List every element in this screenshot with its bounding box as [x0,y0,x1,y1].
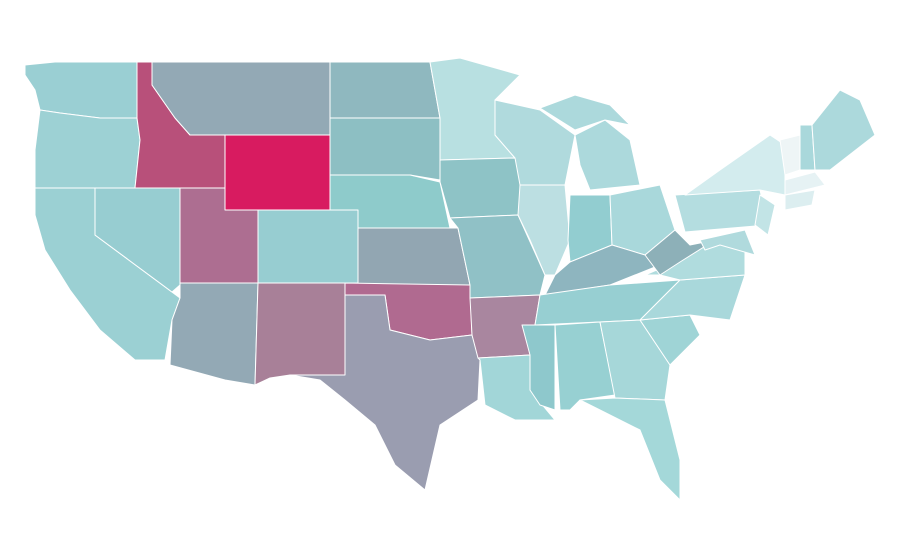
state [517,184,571,276]
state [224,134,331,211]
state [574,119,641,191]
state [579,397,681,501]
state [357,227,471,286]
state [639,274,746,321]
state [784,189,816,211]
state [684,134,786,196]
state [254,282,346,386]
state [811,89,876,171]
state [784,171,826,196]
state [539,94,631,131]
state [674,189,769,233]
state [599,319,671,401]
state [289,294,481,491]
state [24,61,138,119]
state [169,282,259,386]
state [329,61,441,119]
state [34,109,141,189]
state [329,117,441,181]
state [699,229,756,256]
state [257,209,359,284]
state [754,194,776,236]
